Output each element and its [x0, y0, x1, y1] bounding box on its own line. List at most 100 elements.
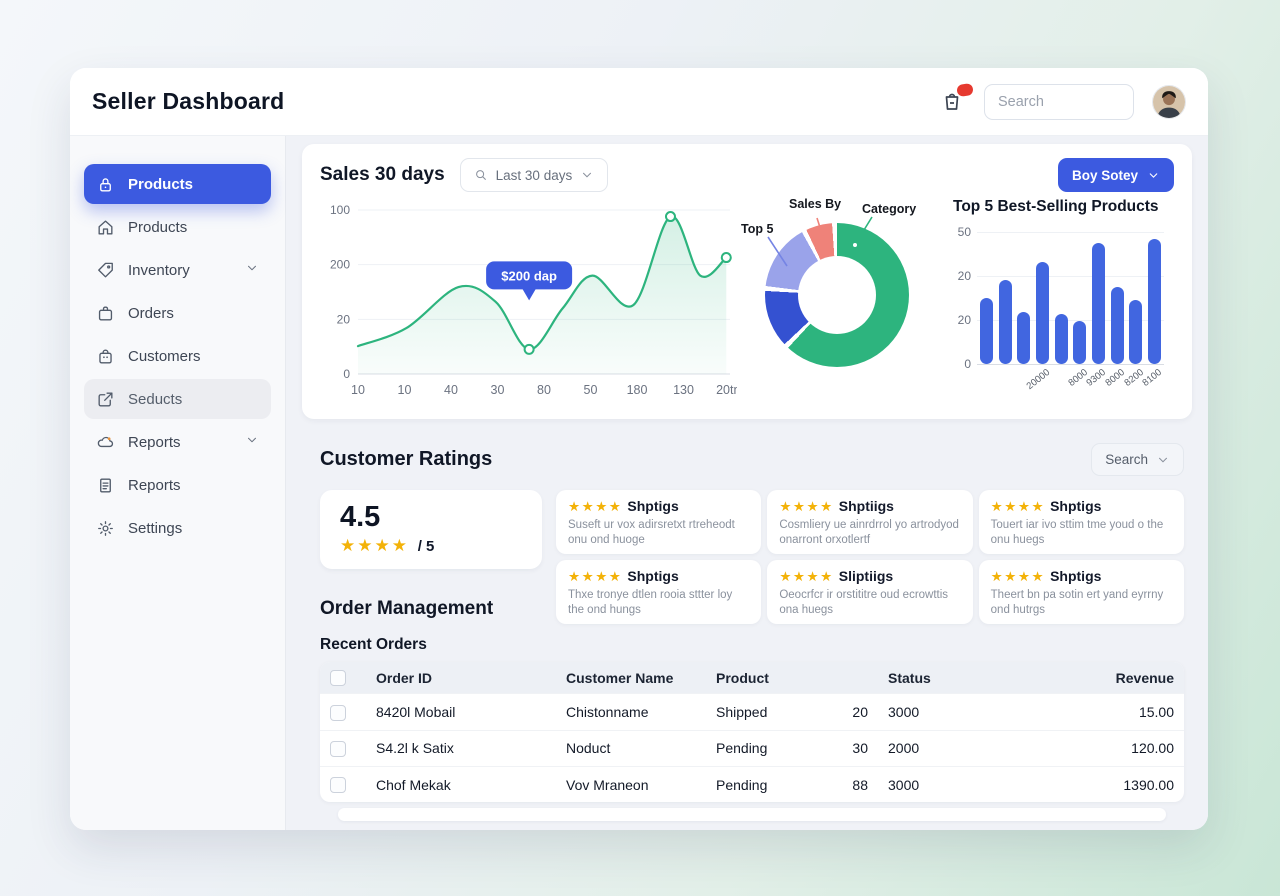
svg-text:40: 40	[444, 383, 458, 397]
bar-y-tick: 20	[957, 268, 971, 283]
sidebar-item-label: Reports	[128, 476, 181, 494]
sales-line-chart: 10020020010104030805018013020tm$200 dap	[320, 196, 744, 413]
review-stars: ★★★★	[990, 499, 1046, 514]
sales-card: Sales 30 days Last 30 days Boy Sotey 100	[302, 144, 1192, 419]
chevron-down-icon	[1158, 457, 1168, 462]
review-text: Suseft ur vox adirsretxt rtreheodt onu o…	[568, 519, 735, 547]
table-cell: Chistonname	[556, 693, 706, 731]
file-text-icon	[100, 477, 111, 493]
svg-text:10: 10	[398, 383, 412, 397]
review-card: ★★★★ Shptigs Thxe tronye dtlen rooia sttt…	[556, 560, 762, 624]
sidebar-item-label: Products	[128, 175, 194, 193]
svg-text:50: 50	[584, 383, 598, 397]
table-cell: 3000	[878, 693, 1013, 731]
boy-sotey-label: Boy Sotey	[1071, 167, 1138, 183]
col-revenue: Revenue	[1115, 669, 1174, 686]
table-cell: Pending	[706, 729, 818, 767]
review-card: ★★★★ Shptigs Touert iar ivo sttim tme you…	[978, 490, 1184, 554]
table-cell: 20	[818, 693, 878, 731]
col-order-id: Order ID	[376, 669, 433, 686]
bar	[1091, 243, 1105, 364]
review-text: Cosmliery ue ainrdrrol yo artrodyod onar…	[779, 519, 959, 547]
bar	[1148, 238, 1162, 364]
review-title: Sliptiigs	[838, 568, 894, 584]
line-chart-svg: 10020020010104030805018013020tm$200 dap	[330, 203, 744, 397]
tag-icon	[98, 262, 113, 278]
sidebar-item-reports-file[interactable]: Reports	[84, 465, 271, 505]
table-cell: 120.00	[1013, 729, 1184, 767]
table-row[interactable]: Chof Mekak Vov Mraneon Pending 88 3000 1390.0…	[320, 765, 1184, 803]
bar	[1035, 261, 1049, 364]
table-cell: 30	[818, 729, 878, 767]
svg-text:$200 dap: $200 dap	[501, 268, 557, 283]
review-text: Oeocrfcr ir orstititre oud ecrowttis ona…	[779, 589, 949, 617]
table-row[interactable]: S4.2l k Satix Noduct Pending 30 2000 120.00	[320, 729, 1184, 767]
bar	[998, 279, 1012, 364]
boy-sotey-button[interactable]: Boy Sotey	[1057, 158, 1174, 192]
recent-orders-heading: Recent Orders	[320, 636, 427, 653]
chevron-down-icon	[245, 261, 259, 279]
orders-table-card: Order ID Customer Name Product Status Re…	[320, 662, 1184, 803]
ratings-search-dropdown[interactable]: Search	[1091, 443, 1184, 476]
sidebar-item-seducts[interactable]: Seducts	[84, 379, 271, 419]
svg-text:180: 180	[627, 383, 648, 397]
notifications-button[interactable]	[940, 82, 974, 115]
review-title: Shptigs	[627, 498, 679, 514]
ratings-heading: Customer Ratings	[320, 448, 493, 470]
chevron-down-icon	[245, 433, 259, 451]
table-cell: S4.2l k Satix	[366, 729, 556, 767]
review-title: Shptigs	[1050, 498, 1102, 514]
rating-score-card: 4.5 ★★★★ / 5	[320, 490, 542, 570]
col-status: Status	[888, 669, 931, 686]
review-stars: ★★★★	[779, 499, 834, 514]
best-selling-bar-chart: Top 5 Best-Selling Products 50 20 20 0 2000…	[939, 196, 1174, 394]
search-input[interactable]	[984, 83, 1134, 120]
table-cell: 15.00	[1013, 693, 1184, 731]
sidebar-item-products[interactable]: Products	[84, 207, 271, 247]
top-header: Seller Dashboard	[70, 68, 1208, 136]
user-avatar[interactable]	[1152, 84, 1186, 119]
review-stars: ★★★★	[990, 569, 1046, 584]
chevron-down-icon	[1149, 172, 1158, 178]
table-cell: 1390.00	[1013, 765, 1184, 803]
sidebar-item-orders[interactable]: Orders	[84, 293, 271, 333]
review-card: ★★★★ Shptigs Theert bn pa sotin ert yand …	[978, 560, 1184, 624]
sidebar-item-label: Orders	[128, 304, 174, 322]
sales-title: Sales 30 days	[320, 164, 445, 185]
dashboard-window: Seller Dashboard	[70, 68, 1208, 830]
svg-text:200: 200	[330, 258, 350, 272]
briefcase-icon	[98, 305, 113, 321]
table-row[interactable]: 8420l Mobail Chistonname Shipped 20 3000 15.0…	[320, 693, 1184, 731]
ratings-search-label: Search	[1105, 452, 1148, 467]
sidebar: Products Products Inventory	[70, 136, 286, 830]
review-card: ★★★★ Shptiigs Cosmliery ue ainrdrrol yo a…	[767, 490, 973, 554]
sidebar-item-label: Customers	[128, 347, 201, 365]
sidebar-item-products-active[interactable]: Products	[84, 164, 271, 204]
sidebar-item-reports-cloud[interactable]: Reports	[84, 422, 271, 462]
row-checkbox[interactable]	[330, 740, 346, 757]
sidebar-item-label: Inventory	[128, 261, 190, 279]
table-cell: Vov Mraneon	[556, 765, 706, 803]
svg-text:130: 130	[673, 383, 694, 397]
row-checkbox[interactable]	[330, 777, 346, 794]
donut-ring	[765, 223, 909, 367]
sidebar-item-label: Settings	[128, 519, 183, 537]
table-header-row: Order ID Customer Name Product Status Re…	[320, 662, 1184, 694]
table-cell: Chof Mekak	[366, 765, 556, 803]
shopping-bag-icon	[99, 349, 112, 364]
select-all-checkbox[interactable]	[330, 670, 346, 687]
date-range-filter[interactable]: Last 30 days	[459, 158, 609, 192]
notification-badge	[956, 82, 974, 97]
sidebar-item-inventory[interactable]: Inventory	[84, 250, 271, 290]
row-checkbox[interactable]	[330, 704, 346, 721]
bar-x-label: 8100	[1140, 367, 1165, 389]
review-title: Shptiigs	[838, 498, 894, 514]
review-text: Thxe tronye dtlen rooia sttter loy the o…	[568, 589, 733, 617]
donut-label-top5: Top 5	[741, 222, 774, 236]
col-customer-name: Customer Name	[566, 669, 674, 686]
sidebar-item-customers[interactable]: Customers	[84, 336, 271, 376]
home-icon	[98, 219, 113, 235]
review-text: Theert bn pa sotin ert yand eyrrny ond h…	[990, 589, 1164, 617]
bar-y-tick: 20	[957, 312, 971, 327]
sidebar-item-settings[interactable]: Settings	[84, 508, 271, 548]
